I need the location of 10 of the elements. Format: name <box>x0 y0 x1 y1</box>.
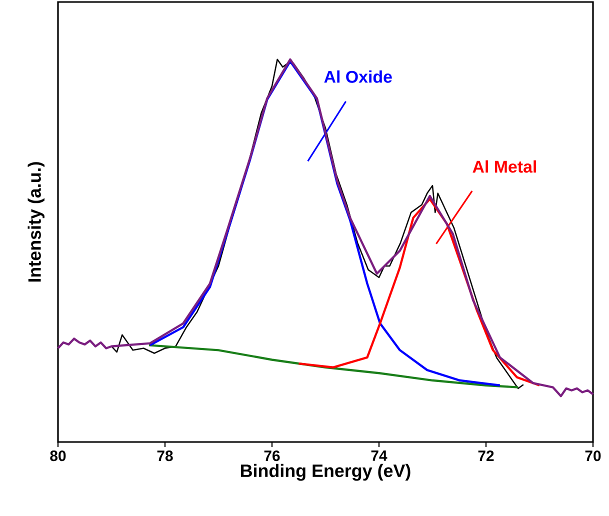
x-tick-label: 80 <box>50 450 66 462</box>
x-axis-title: Binding Energy (eV) <box>241 464 410 481</box>
y-axis-title: Intensity (a.u.) <box>28 162 44 282</box>
text: Al Metal <box>472 160 536 173</box>
x-tick-label: 70 <box>585 450 601 462</box>
x-tick-label: 72 <box>478 450 494 461</box>
x-tick-label: 74 <box>371 450 388 461</box>
x-tick-label: 78 <box>157 450 173 462</box>
series-label: Al Oxide <box>324 70 392 83</box>
x-tick-label: 76 <box>264 450 280 462</box>
